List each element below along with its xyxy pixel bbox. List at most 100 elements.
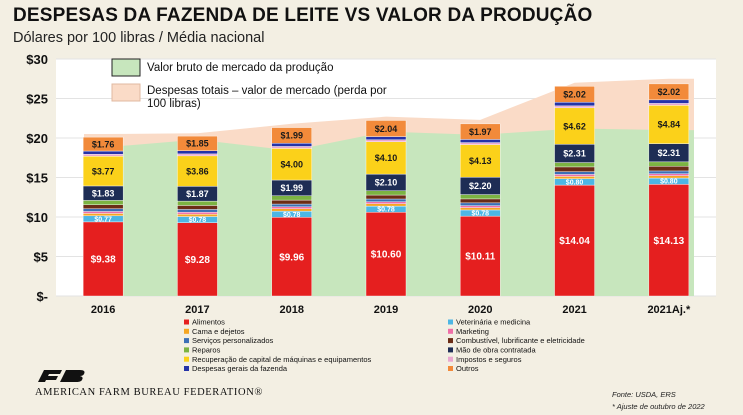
bar-segment-marketing (177, 211, 218, 215)
legend-label: Outros (456, 364, 479, 373)
afbf-logo-text: AMERICAN FARM BUREAU FEDERATION® (35, 387, 263, 398)
legend-swatch (184, 356, 189, 362)
data-label: $14.13 (654, 236, 685, 247)
bar-segment-marketing (365, 201, 407, 204)
bar-segment-alimentos (177, 222, 218, 297)
bar-segment-recuperacao-de-capital-de-maquinas-e-equipamentos (177, 155, 218, 187)
bar-segment-outros (460, 123, 501, 140)
bar-segment-servicos-personalizados (82, 208, 124, 212)
data-label: $2.04 (375, 124, 398, 134)
bar-segment-recuperacao-de-capital-de-maquinas-e-equipamentos (554, 107, 595, 145)
bar-segment-impostos-e-seguros (648, 103, 690, 106)
bar-segment-outros (82, 136, 124, 152)
bar-segment-cama-e-dejetos (82, 213, 124, 217)
bar-segment-cama-e-dejetos (460, 207, 501, 211)
data-label: $3.86 (186, 166, 209, 176)
bar-segment-alimentos (271, 217, 312, 297)
chart-subtitle: Dólares por 100 libras / Média nacional (13, 30, 265, 46)
bar-segment-marketing (460, 205, 501, 208)
data-label: $0.77 (94, 216, 112, 223)
bar-segment-despesas-gerais-da-fazenda (271, 143, 312, 147)
data-label: $4.62 (563, 121, 586, 131)
legend-swatch-gross-value (111, 58, 141, 77)
bar-segment-servicos-personalizados (365, 198, 407, 202)
legend-swatch (184, 328, 189, 334)
legend-swatch-total-expenses (111, 83, 141, 102)
data-label: $1.85 (186, 139, 209, 149)
bar-segment-despesas-gerais-da-fazenda (554, 102, 595, 107)
data-label: $1.83 (92, 188, 115, 198)
data-label: $2.02 (563, 90, 586, 100)
data-label: $9.96 (279, 252, 304, 263)
y-tick-label: $25 (26, 92, 48, 107)
bar-segment-combustivel-lubrificante-e-eletricidade (460, 198, 501, 204)
bar-segment-combustivel-lubrificante-e-eletricidade (82, 204, 124, 209)
data-label: $10.11 (465, 252, 495, 263)
y-tick-label: $10 (26, 210, 48, 225)
data-label: $0.78 (283, 212, 301, 219)
legend-swatch (448, 347, 453, 353)
data-label: $1.99 (280, 183, 303, 193)
bar-segment-impostos-e-seguros (365, 139, 407, 142)
legend-label: Marketing (456, 327, 489, 336)
legend-swatch (184, 338, 189, 344)
afbf-logo-icon (38, 370, 62, 382)
legend-swatch (184, 347, 189, 353)
data-label: $1.99 (280, 131, 303, 141)
data-label: $4.13 (469, 156, 492, 166)
data-label: $0.80 (660, 179, 678, 186)
data-label: $0.80 (566, 179, 584, 186)
bar-segment-alimentos (648, 184, 690, 297)
bar-segment-servicos-personalizados (648, 170, 690, 174)
bar-segment-marketing (82, 211, 124, 214)
data-label: $2.31 (658, 148, 681, 158)
bar-segment-combustivel-lubrificante-e-eletricidade (177, 205, 218, 210)
data-label: $0.78 (377, 207, 395, 214)
x-tick-label: 2018 (279, 304, 303, 316)
bar-segment-reparos (271, 195, 312, 201)
x-tick-label: 2019 (374, 304, 398, 316)
data-label: $14.04 (559, 236, 590, 247)
data-label: $1.97 (469, 127, 492, 137)
legend-label: Reparos (192, 346, 221, 355)
legend-label: Alimentos (192, 318, 225, 327)
bar-segment-reparos (554, 162, 595, 168)
bar-segment-marketing (271, 206, 312, 209)
legend-label: Veterinária e medicina (456, 318, 531, 327)
bar-segment-cama-e-dejetos (271, 208, 312, 212)
data-label: $2.02 (658, 87, 681, 97)
data-label: $10.60 (371, 250, 402, 261)
x-tick-label: 2021 (562, 304, 586, 316)
bar-segment-impostos-e-seguros (460, 142, 501, 145)
bar-segment-marketing (554, 174, 595, 177)
x-tick-label: 2020 (468, 304, 492, 316)
bar-segment-despesas-gerais-da-fazenda (177, 150, 218, 155)
data-label: $4.84 (658, 120, 681, 130)
legend-label-total-expenses-line2: 100 libras) (147, 98, 201, 110)
bar-segment-impostos-e-seguros (271, 146, 312, 149)
y-tick-label: $5 (34, 250, 48, 265)
bar-segment-servicos-personalizados (554, 171, 595, 175)
data-label: $4.00 (280, 159, 303, 169)
bar-segment-despesas-gerais-da-fazenda (82, 150, 124, 155)
legend-label: Despesas gerais da fazenda (192, 364, 288, 373)
legend-swatch (448, 319, 453, 325)
bar-segment-despesas-gerais-da-fazenda (648, 99, 690, 104)
legend-swatch (448, 366, 453, 371)
bar-segment-servicos-personalizados (271, 203, 312, 208)
bar-segment-recuperacao-de-capital-de-maquinas-e-equipamentos (365, 141, 407, 175)
bar-segment-combustivel-lubrificante-e-eletricidade (365, 194, 407, 200)
legend-label: Cama e dejetos (192, 327, 245, 336)
bar-segment-alimentos (554, 184, 595, 297)
legend-swatch (184, 366, 189, 371)
bar-segment-reparos (177, 200, 218, 206)
bar-segment-reparos (648, 161, 690, 167)
x-tick-label: 2021Aj.* (647, 304, 691, 316)
bar-segment-impostos-e-seguros (554, 105, 595, 109)
bar-segment-reparos (82, 200, 124, 205)
y-tick-label: $15 (26, 171, 48, 186)
legend-label-gross-value: Valor bruto de mercado da produção (147, 62, 333, 74)
data-label: $2.31 (563, 149, 586, 159)
